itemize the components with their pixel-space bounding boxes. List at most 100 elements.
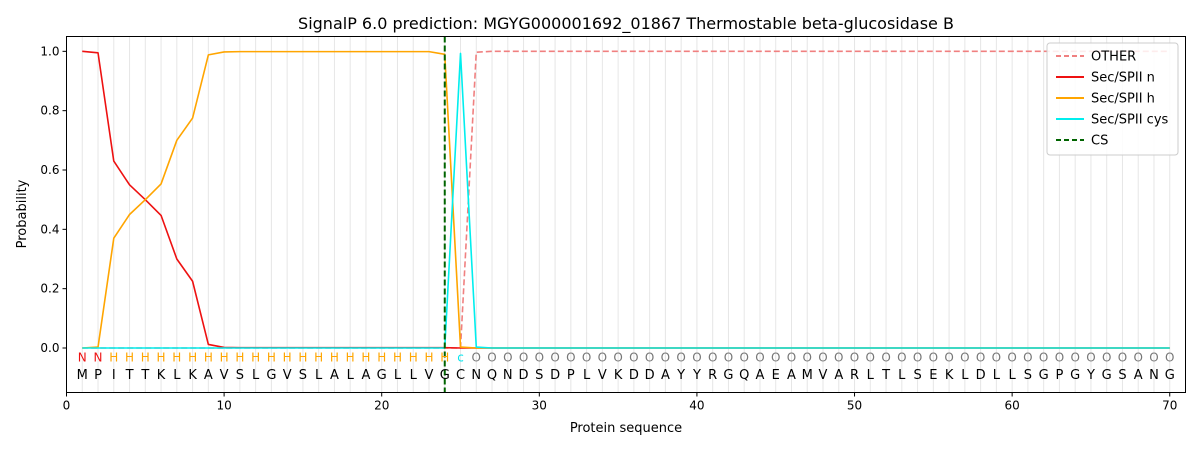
region-label: O	[803, 350, 812, 364]
residue-label: D	[519, 368, 529, 383]
region-label: O	[519, 350, 528, 364]
region-label: O	[661, 350, 670, 364]
y-axis-label: Probability	[15, 179, 30, 248]
region-label: O	[755, 350, 764, 364]
region-label: O	[1149, 350, 1158, 364]
region-label: O	[629, 350, 638, 364]
region-label: H	[330, 350, 339, 364]
region-label: O	[960, 350, 969, 364]
region-label: O	[913, 350, 922, 364]
region-label: H	[172, 350, 181, 364]
region-label: O	[866, 350, 875, 364]
residue-label: T	[140, 368, 149, 383]
region-label: H	[220, 350, 229, 364]
residue-label: S	[1118, 368, 1126, 383]
region-label: c	[457, 350, 464, 364]
region-label: O	[1102, 350, 1111, 364]
residue-label: A	[661, 368, 670, 383]
region-label: O	[550, 350, 559, 364]
residue-label: G	[377, 368, 387, 383]
region-label: H	[361, 350, 370, 364]
chart-title: SignalP 6.0 prediction: MGYG000001692_01…	[298, 14, 954, 34]
residue-label: E	[772, 368, 780, 383]
residue-label: C	[456, 368, 465, 383]
residue-label: T	[881, 368, 890, 383]
residue-label: S	[913, 368, 921, 383]
legend-label: Sec/SPII cys	[1091, 113, 1169, 128]
x-tick-label: 30	[532, 399, 547, 413]
residue-label: A	[787, 368, 796, 383]
residue-label: L	[898, 368, 906, 383]
region-label: H	[298, 350, 307, 364]
region-label: O	[1039, 350, 1048, 364]
residue-label: S	[1024, 368, 1032, 383]
x-tick-label: 40	[689, 399, 704, 413]
series-lines	[82, 36, 1170, 393]
residue-label: A	[756, 368, 765, 383]
x-tick-label: 0	[63, 399, 71, 413]
legend-label: Sec/SPII h	[1091, 92, 1155, 107]
region-label: O	[771, 350, 780, 364]
region-label: O	[992, 350, 1001, 364]
residue-label: D	[645, 368, 655, 383]
region-label: H	[235, 350, 244, 364]
residue-label: Y	[676, 368, 685, 383]
axes: 0 10 20 30 40 50 60 70 0.0 0.2 0.4 0.6 0.8 1.0	[40, 44, 1177, 412]
residue-label: K	[945, 368, 954, 383]
legend-label: OTHER	[1091, 50, 1136, 65]
residue-label: K	[157, 368, 166, 383]
region-label: H	[346, 350, 355, 364]
region-label: O	[676, 350, 685, 364]
region-label: O	[1086, 350, 1095, 364]
residue-label: V	[283, 368, 292, 383]
residue-label: L	[315, 368, 323, 383]
residue-label: V	[819, 368, 828, 383]
y-tick-label: 0.6	[40, 163, 59, 177]
y-tick-label: 1.0	[40, 44, 59, 58]
residue-label: R	[708, 368, 717, 383]
residue-label: G	[1165, 368, 1175, 383]
region-label: H	[409, 350, 418, 364]
residue-label: V	[220, 368, 229, 383]
residue-label: D	[976, 368, 986, 383]
residue-label: L	[961, 368, 969, 383]
region-label: O	[708, 350, 717, 364]
region-label: O	[535, 350, 544, 364]
residue-label: S	[236, 368, 244, 383]
residue-label: L	[410, 368, 418, 383]
residue-label: Q	[739, 368, 749, 383]
region-label: O	[897, 350, 906, 364]
region-label: H	[283, 350, 292, 364]
residue-label: D	[629, 368, 639, 383]
x-axis-label: Protein sequence	[570, 421, 682, 436]
residue-label: G	[1070, 368, 1080, 383]
region-label: H	[157, 350, 166, 364]
region-label: O	[1133, 350, 1142, 364]
residue-label: L	[394, 368, 402, 383]
residue-label: K	[188, 368, 197, 383]
y-tick-label: 0.2	[40, 282, 59, 296]
residue-label: N	[503, 368, 513, 383]
residue-label: A	[834, 368, 843, 383]
sequence-annotations: NMNPHIHTHTHKHLHKHAHVHSHLHGHVHSHLHAHLHAHG…	[77, 350, 1175, 383]
region-label: H	[125, 350, 134, 364]
region-label: O	[850, 350, 859, 364]
region-label: H	[393, 350, 402, 364]
region-label: H	[377, 350, 386, 364]
region-label: O	[929, 350, 938, 364]
residue-label: N	[1149, 368, 1159, 383]
y-tick-label: 0.0	[40, 341, 59, 355]
residue-label: P	[567, 368, 575, 383]
region-label: N	[78, 350, 87, 364]
region-label: N	[94, 350, 103, 364]
region-label: O	[692, 350, 701, 364]
residue-label: T	[125, 368, 134, 383]
region-label: O	[613, 350, 622, 364]
residue-label: L	[867, 368, 875, 383]
region-label: O	[598, 350, 607, 364]
residue-label: S	[535, 368, 543, 383]
residue-label: D	[550, 368, 560, 383]
x-tick-label: 70	[1162, 399, 1177, 413]
region-label: O	[787, 350, 796, 364]
